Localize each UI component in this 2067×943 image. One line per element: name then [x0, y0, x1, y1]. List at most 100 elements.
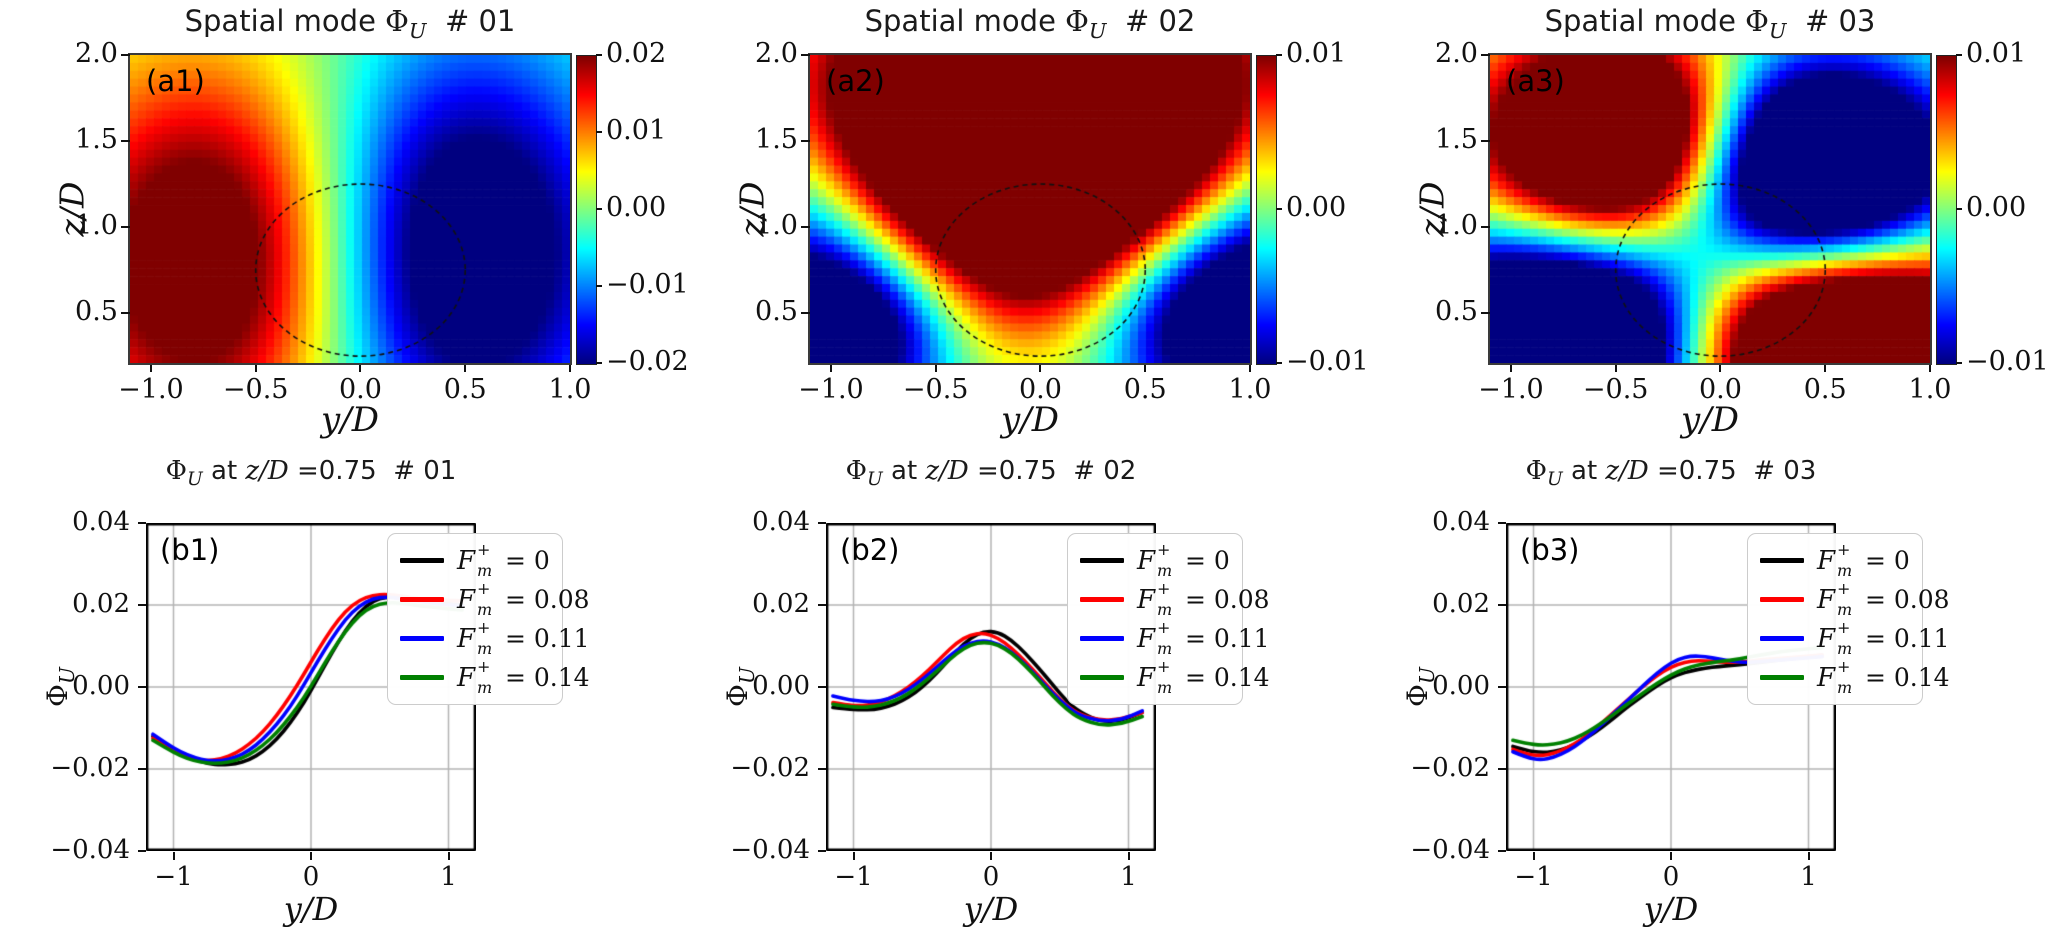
y-tick-label: 0.00 — [72, 671, 130, 701]
phi-subscript: U — [408, 18, 427, 43]
title-mid: at — [1562, 456, 1606, 486]
y-tick-mark — [1498, 850, 1506, 852]
x-tick-mark — [359, 365, 362, 372]
colorbar — [576, 55, 597, 365]
lineplot-xlabel: y/D — [283, 890, 339, 928]
y-tick-label: 0.5 — [1435, 296, 1478, 328]
y-tick-mark — [121, 54, 130, 56]
x-tick-label: 0 — [302, 862, 320, 892]
legend-line-sample — [400, 597, 444, 602]
y-tick-label: 1.0 — [75, 210, 118, 242]
y-tick-label: 2.0 — [1435, 38, 1478, 69]
y-tick-label: 0.02 — [72, 589, 130, 619]
colorbar-tick-mark — [596, 285, 602, 287]
colorbar-tick-mark — [1276, 362, 1282, 364]
title-suffix: =0.75 # 02 — [968, 456, 1137, 486]
y-tick-mark — [1498, 522, 1506, 524]
lineplot-title: ΦU at z/D =0.75 # 03 — [1460, 456, 1882, 490]
phi-subscript: U — [186, 469, 203, 491]
colorbar-tick-mark — [1956, 54, 1962, 56]
heatmap-canvas — [128, 53, 572, 365]
legend-label: F + m = 0 — [457, 539, 550, 580]
legend-entry: F + m = 0 — [1080, 540, 1230, 580]
y-tick-label: 1.5 — [75, 124, 118, 156]
panel-label-a1: (a1) — [146, 64, 205, 98]
y-tick-label: 0.00 — [752, 671, 810, 701]
phi-subscript: U — [1546, 469, 1563, 491]
y-tick-mark — [121, 226, 130, 229]
zD-symbol: z/D — [1605, 456, 1649, 486]
title-suffix: # 01 — [426, 4, 516, 38]
legend-label: F + m = 0.08 — [1137, 578, 1270, 619]
legend-entry: F + m = 0 — [1760, 540, 1910, 580]
colorbar — [1256, 55, 1277, 365]
panel-label-a2: (a2) — [826, 64, 885, 98]
y-tick-label: −0.04 — [50, 835, 130, 865]
title-prefix: Spatial mode — [1544, 4, 1746, 38]
heatmap-xlabel: y/D — [321, 400, 379, 440]
y-tick-mark — [801, 54, 810, 56]
colorbar-tick-mark — [1956, 208, 1962, 210]
y-tick-label: 1.0 — [755, 210, 798, 242]
x-tick-mark — [1249, 365, 1251, 372]
x-tick-label: 0.0 — [1018, 374, 1062, 405]
x-tick-label: −0.5 — [902, 374, 969, 405]
y-tick-mark — [1481, 140, 1490, 143]
y-tick-mark — [801, 226, 810, 229]
legend-line-sample — [1080, 558, 1124, 563]
x-tick-mark — [1929, 365, 1931, 372]
x-tick-label: −0.5 — [222, 374, 289, 405]
legend-entry: F + m = 0.08 — [400, 579, 590, 619]
colorbar-tick-label: 0.00 — [1286, 192, 1347, 223]
x-tick-mark — [934, 365, 937, 372]
heatmap-title: Spatial mode ΦU # 03 — [1470, 4, 1950, 43]
colorbar-tick-mark — [1956, 362, 1962, 364]
y-tick-label: 0.04 — [1432, 507, 1490, 537]
x-tick-label: −1 — [834, 862, 873, 892]
y-tick-mark — [1481, 226, 1490, 229]
lineplot-xlabel: y/D — [963, 890, 1019, 928]
phi-symbol: Φ — [385, 4, 409, 38]
legend-entry: F + m = 0 — [400, 539, 550, 580]
colorbar-tick-label: 0.01 — [606, 115, 667, 146]
y-tick-mark — [818, 522, 826, 524]
legend-line-sample — [400, 558, 444, 563]
colorbar — [1936, 55, 1957, 365]
phi-symbol: Φ — [1745, 4, 1769, 38]
x-tick-label: 0 — [982, 862, 1000, 892]
title-suffix: # 02 — [1106, 4, 1196, 38]
legend-line-sample — [400, 675, 444, 680]
legend-entry: F + m = 0.14 — [1080, 657, 1270, 697]
title-prefix: Spatial mode — [864, 4, 1066, 38]
y-tick-label: 0.02 — [752, 589, 810, 619]
legend-line-sample — [1760, 675, 1804, 680]
y-tick-label: 1.5 — [1435, 124, 1478, 156]
title-suffix: =0.75 # 03 — [1648, 456, 1817, 486]
x-tick-mark — [569, 365, 571, 372]
y-tick-label: 2.0 — [75, 38, 118, 69]
y-tick-label: 0.02 — [1432, 589, 1490, 619]
x-tick-label: 1 — [440, 862, 457, 892]
x-tick-mark — [1532, 852, 1535, 860]
y-tick-mark — [818, 686, 826, 688]
legend-label: F + m = 0.11 — [1817, 617, 1950, 658]
y-tick-mark — [121, 312, 130, 315]
x-tick-label: 1 — [1120, 862, 1137, 892]
x-tick-label: 0.0 — [1698, 374, 1742, 405]
legend-label: F + m = 0.11 — [457, 617, 590, 658]
x-tick-label: 0.0 — [338, 374, 382, 405]
legend-line-sample — [400, 636, 444, 641]
legend-line-sample — [1760, 636, 1804, 641]
x-tick-label: −1.0 — [798, 374, 864, 405]
colorbar-tick-label: 0.02 — [606, 38, 667, 69]
panel-label-b1: (b1) — [160, 533, 220, 567]
x-tick-mark — [447, 852, 450, 860]
heatmap-title: Spatial mode ΦU # 02 — [790, 4, 1270, 43]
y-tick-mark — [818, 604, 826, 606]
x-tick-mark — [1670, 852, 1672, 860]
zD-symbol: z/D — [245, 456, 289, 486]
legend-line-sample — [1080, 597, 1124, 602]
x-tick-label: 1.0 — [548, 374, 592, 405]
colorbar-tick-label: 0.01 — [1286, 38, 1347, 69]
x-tick-label: −1 — [1514, 862, 1553, 892]
